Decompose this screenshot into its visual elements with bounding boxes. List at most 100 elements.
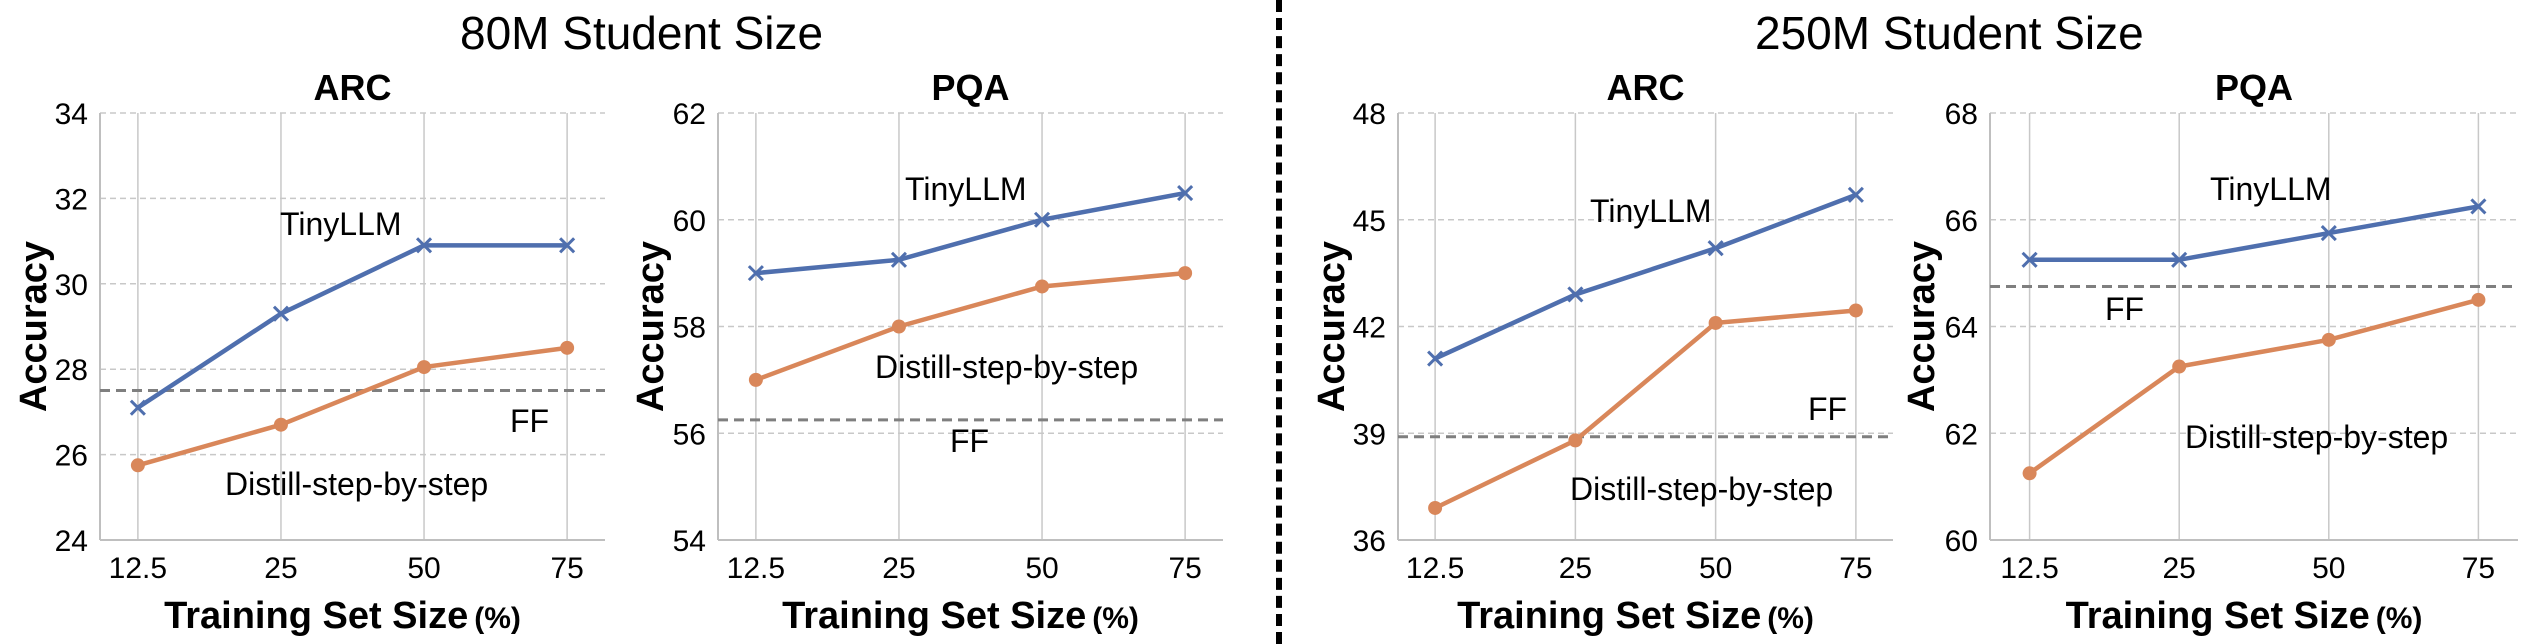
group-title-80m: 80M Student Size: [460, 7, 824, 59]
x-tick-label: 75: [1168, 552, 1201, 585]
data-point-distill: [130, 458, 145, 473]
y-tick-label: 36: [1353, 525, 1386, 558]
data-point-tinyllm: [2320, 225, 2337, 242]
y-tick-label: 60: [673, 205, 706, 238]
series-label-distill: Distill-step-by-step: [875, 349, 1138, 385]
chart-title: PQA: [2215, 67, 2293, 108]
y-tick-label: 45: [1353, 205, 1386, 238]
x-axis-unit: (%): [1092, 602, 1139, 635]
series-label-distill: Distill-step-by-step: [2185, 419, 2448, 455]
y-tick-label: 68: [1945, 98, 1978, 131]
y-tick-label: 28: [55, 354, 88, 387]
data-point-tinyllm: [1707, 240, 1724, 257]
chart-panel-1: 24 26 28 30 32 34 12.5 25 50 75 ARC Accuracy Trainin…: [13, 67, 605, 637]
data-point-distill: [2321, 332, 2336, 347]
data-point-distill: [273, 417, 288, 432]
y-tick-label: 60: [1945, 525, 1978, 558]
x-axis-label: Training Set Size (%): [2066, 595, 2423, 637]
y-tick-label: 30: [55, 269, 88, 302]
x-axis-label: Training Set Size (%): [1457, 595, 1814, 637]
chart-panel-4: 60 62 64 66 68 12.5 25 50 75 PQA Accuracy Training …: [1901, 67, 2518, 637]
x-axis-label: Training Set Size (%): [164, 595, 521, 637]
data-point-distill: [748, 372, 763, 387]
data-point-tinyllm: [415, 237, 433, 254]
y-tick-label: 42: [1353, 312, 1386, 345]
data-point-distill: [1708, 315, 1723, 330]
series-label-tinyllm: TinyLLM: [280, 206, 402, 242]
y-tick-label: 62: [673, 98, 706, 131]
y-tick-label: 48: [1353, 98, 1386, 131]
data-point-distill: [560, 340, 575, 355]
series-line-tinyllm: [755, 190, 1186, 276]
y-tick-label: 34: [55, 98, 88, 131]
data-point-tinyllm: [747, 265, 764, 282]
x-tick-label: 25: [2163, 552, 2196, 585]
data-point-distill: [2022, 466, 2037, 481]
series-label-tinyllm: TinyLLM: [905, 171, 1027, 207]
data-point-distill: [417, 360, 432, 375]
series-label-distill: Distill-step-by-step: [1570, 471, 1833, 507]
x-axis-unit: (%): [2376, 602, 2423, 635]
x-tick-label: 75: [550, 552, 583, 585]
series-label-distill: Distill-step-by-step: [225, 466, 488, 502]
series-line-distill: [1434, 308, 1857, 511]
chart-title: PQA: [931, 67, 1009, 108]
x-tick-label: 50: [1699, 552, 1732, 585]
y-tick-label: 58: [673, 312, 706, 345]
series-line-distill: [137, 345, 568, 468]
series-label-tinyllm: TinyLLM: [2210, 171, 2332, 207]
series-line-tinyllm: [2029, 204, 2479, 263]
series-line-distill: [2028, 297, 2479, 476]
data-point-tinyllm: [559, 237, 576, 254]
ff-label: FF: [950, 423, 989, 459]
y-tick-label: 56: [673, 418, 706, 451]
x-axis-unit: (%): [474, 602, 521, 635]
x-tick-label: 50: [1025, 552, 1058, 585]
series-label-tinyllm: TinyLLM: [1590, 193, 1712, 229]
data-point-tinyllm: [1427, 350, 1444, 367]
x-tick-label: 12.5: [1406, 552, 1464, 585]
series-line-tinyllm: [136, 243, 568, 410]
data-point-distill: [1428, 500, 1443, 515]
ff-label: FF: [510, 403, 549, 439]
ff-label: FF: [1808, 391, 1847, 427]
data-point-distill: [1035, 279, 1050, 294]
ff-label: FF: [2105, 291, 2144, 327]
data-point-tinyllm: [1567, 286, 1584, 303]
data-point-tinyllm: [2021, 251, 2038, 268]
y-tick-label: 24: [55, 525, 88, 558]
x-tick-label: 75: [2462, 552, 2495, 585]
data-point-distill: [1848, 303, 1863, 318]
series-line-tinyllm: [1434, 192, 1857, 361]
group-title-250m: 250M Student Size: [1755, 7, 2144, 59]
x-tick-label: 12.5: [2000, 552, 2058, 585]
x-axis-unit: (%): [1767, 602, 1814, 635]
y-tick-label: 39: [1353, 418, 1386, 451]
chart-title: ARC: [1607, 67, 1685, 108]
data-point-distill: [1178, 266, 1193, 281]
data-point-tinyllm: [129, 399, 146, 416]
series-line-distill: [755, 270, 1186, 382]
data-point-tinyllm: [1177, 185, 1194, 202]
data-point-distill: [891, 319, 906, 334]
x-tick-label: 25: [264, 552, 297, 585]
data-point-distill: [2172, 359, 2187, 374]
y-tick-label: 54: [673, 525, 706, 558]
x-tick-label: 50: [2312, 552, 2345, 585]
chart-panel-2: 54 56 58 60 62 12.5 25 50 75 PQA Accuracy Training …: [630, 67, 1223, 637]
y-tick-label: 32: [55, 183, 88, 216]
y-tick-label: 64: [1945, 312, 1978, 345]
chart-panel-3: 36 39 42 45 48 12.5 25 50 75 ARC Accuracy Training …: [1311, 67, 1893, 637]
x-axis-label: Training Set Size (%): [782, 595, 1139, 637]
y-axis-label: Accuracy: [1901, 241, 1943, 412]
chart-title: ARC: [314, 67, 392, 108]
y-tick-label: 62: [1945, 418, 1978, 451]
data-point-tinyllm: [1033, 211, 1051, 228]
x-tick-label: 12.5: [727, 552, 785, 585]
x-tick-label: 50: [407, 552, 440, 585]
data-point-tinyllm: [1847, 186, 1864, 203]
data-point-distill: [2471, 292, 2486, 307]
y-tick-label: 66: [1945, 205, 1978, 238]
